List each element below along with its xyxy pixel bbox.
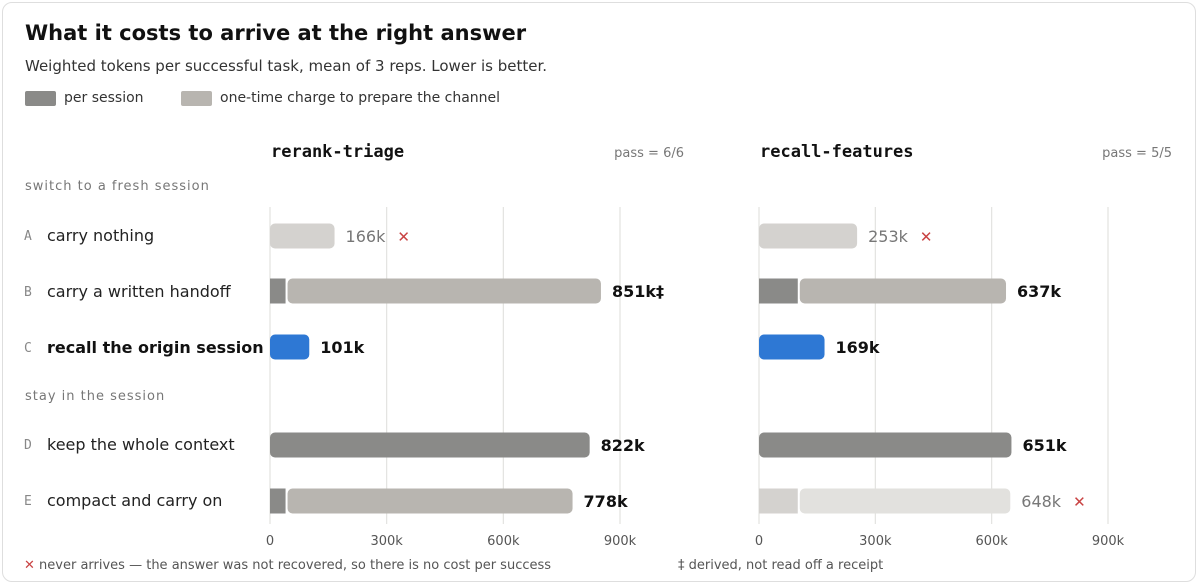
rerank-triage-x-tick-label: 300k: [370, 534, 403, 549]
group-label-fresh: switch to a fresh session: [25, 179, 210, 194]
legend-per-session: per session: [25, 90, 144, 106]
legend-label-per-session: per session: [64, 90, 144, 106]
rerank-triage-bar-b-per-session: [270, 278, 286, 304]
rerank-triage-bar-b-one-time: [287, 278, 601, 304]
recall-features-bar-c-value-label: 169k: [836, 338, 880, 357]
recall-features-bar-a-failed-x-icon: ✕: [920, 228, 933, 246]
recall-features-bar-a-value-label: 253k: [868, 227, 909, 246]
panel-title-recall-features: recall-features: [760, 142, 914, 162]
row-label-carry-nothing: carry nothing: [47, 226, 155, 245]
recall-features-bar-e-one-time: [799, 488, 1011, 514]
legend-swatch-per-session: [25, 90, 56, 106]
rerank-triage-bar-a: [270, 223, 335, 249]
recall-features-bar-a: [759, 223, 858, 249]
recall-features-x-tick-label: 0: [755, 534, 763, 549]
recall-features-x-tick-label: 600k: [975, 534, 1008, 549]
rerank-triage-bar-b-value-label: 851k‡: [612, 282, 664, 301]
rerank-triage-bar-c: [270, 334, 310, 360]
rerank-triage-bar-d: [270, 432, 590, 458]
chart-subtitle: Weighted tokens per successful task, mea…: [25, 57, 548, 75]
legend-label-one-time: one-time charge to prepare the channel: [220, 90, 501, 106]
recall-features-bar-b-one-time: [799, 278, 1007, 304]
recall-features-bar-b-per-session: [759, 278, 798, 304]
rerank-triage-bar-a-value-label: 166k: [346, 227, 387, 246]
legend-swatch-one-time: [181, 90, 212, 106]
row-label-written-handoff: carry a written handoff: [47, 282, 231, 301]
footnote-derived: ‡ derived, not read off a receipt: [678, 558, 884, 573]
footnote-never-arrives: ✕ never arrives — the answer was not rec…: [24, 558, 551, 573]
chart-title: What it costs to arrive at the right ans…: [25, 21, 527, 45]
rerank-triage-x-tick-label: 900k: [604, 534, 637, 549]
rerank-triage-x-tick-label: 600k: [487, 534, 520, 549]
recall-features-bar-e-value-label: 648k: [1021, 492, 1062, 511]
rerank-triage-x-tick-label: 0: [266, 534, 274, 549]
panel-title-rerank-triage: rerank-triage: [271, 142, 405, 162]
pass-rate-recall-features: pass = 5/5: [1102, 146, 1172, 161]
group-label-stay: stay in the session: [25, 389, 166, 404]
recall-features-x-tick-label: 300k: [859, 534, 892, 549]
rerank-triage-bar-e-per-session: [270, 488, 286, 514]
pass-rate-rerank-triage: pass = 6/6: [614, 146, 684, 161]
legend-one-time: one-time charge to prepare the channel: [181, 90, 500, 106]
recall-features-bar-e-per-session: [759, 488, 798, 514]
recall-features-bar-b-value-label: 637k: [1017, 282, 1061, 301]
recall-features-bar-d-value-label: 651k: [1022, 436, 1066, 455]
row-label-compact-carry: compact and carry on: [47, 491, 223, 510]
footnote-x-icon: ✕: [24, 558, 35, 573]
recall-features-x-tick-label: 900k: [1092, 534, 1125, 549]
row-label-recall-origin: recall the origin session: [47, 338, 264, 357]
rerank-triage-bar-e-one-time: [287, 488, 573, 514]
row-letter-b: B: [24, 285, 32, 300]
row-label-keep-context: keep the whole context: [47, 435, 235, 454]
rerank-triage-bar-a-failed-x-icon: ✕: [397, 228, 410, 246]
rerank-triage-bar-d-value-label: 822k: [601, 436, 645, 455]
rerank-triage-bar-e-value-label: 778k: [584, 492, 628, 511]
footnote-never-text: never arrives — the answer was not recov…: [39, 558, 552, 573]
rerank-triage-bar-c-value-label: 101k: [320, 338, 364, 357]
recall-features-bar-d: [759, 432, 1012, 458]
recall-features-bar-c: [759, 334, 825, 360]
row-letter-c: C: [24, 341, 32, 356]
row-letter-e: E: [24, 494, 32, 509]
row-letter-d: D: [24, 438, 32, 453]
row-letter-a: A: [24, 229, 32, 244]
recall-features-bar-e-failed-x-icon: ✕: [1073, 493, 1086, 511]
